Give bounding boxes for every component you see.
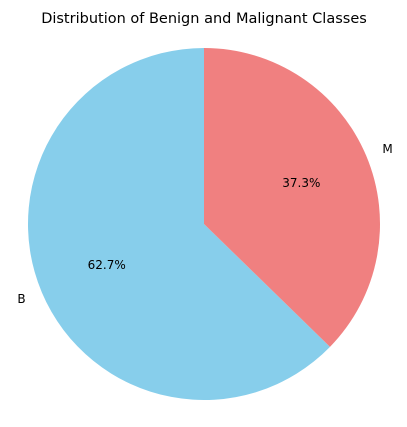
pie-slice-b xyxy=(27,48,330,401)
chart-title: Distribution of Benign and Malignant Cla… xyxy=(41,11,367,27)
pct-label-m: 37.3% xyxy=(282,176,320,190)
pct-label-b: 62.7% xyxy=(88,258,126,272)
pie-slice-m xyxy=(204,48,380,347)
pie-labels: B 62.7% M 37.3% xyxy=(17,142,392,306)
slice-label-b: B xyxy=(17,292,25,306)
pie-slices xyxy=(27,48,380,401)
slice-label-m: M xyxy=(382,142,392,156)
